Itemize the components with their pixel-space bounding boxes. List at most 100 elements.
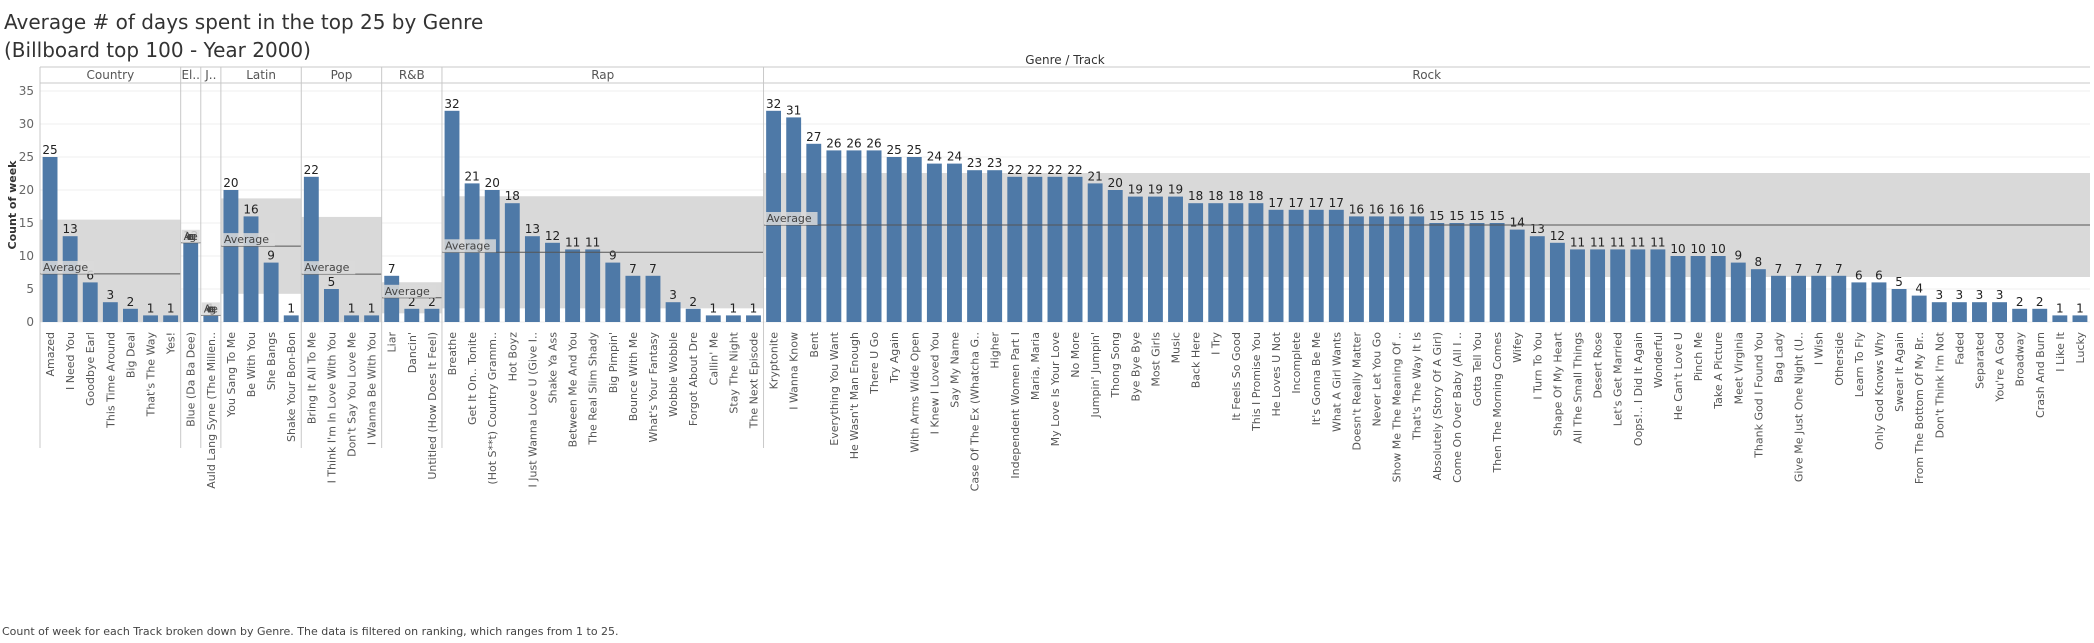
category-label: Callin' Me (707, 332, 720, 386)
category-label: Absolutely (Story Of A Girl) (1431, 332, 1444, 480)
value-label: 15 (1449, 209, 1464, 223)
category-label: Try Again (888, 332, 901, 384)
bar (1429, 223, 1445, 322)
value-label: 19 (1148, 183, 1163, 197)
bar (926, 163, 942, 322)
average-label-bg (382, 284, 436, 298)
value-label: 5 (1895, 275, 1903, 289)
bar (866, 150, 882, 322)
bar (1469, 223, 1485, 322)
bar (1992, 302, 2007, 322)
value-label: 11 (585, 235, 600, 249)
category-label: I Turn To You (1531, 332, 1544, 400)
bar (484, 190, 500, 322)
average-label: Average (224, 233, 269, 246)
average-label-bg (201, 302, 220, 316)
value-label: 6 (1855, 268, 1863, 282)
value-label: 18 (1248, 189, 1263, 203)
category-label: Let's Get Married (1612, 332, 1625, 426)
bar (967, 170, 982, 322)
category-label: No More (1069, 332, 1082, 378)
bar (645, 275, 661, 322)
bar (705, 315, 721, 322)
value-label: 6 (86, 268, 94, 282)
value-label: 1 (709, 301, 717, 315)
value-label: 1 (730, 301, 738, 315)
value-label: 20 (1108, 176, 1123, 190)
category-label: Higher (989, 332, 1002, 369)
bar (1610, 249, 1626, 322)
value-label: 15 (1429, 209, 1444, 223)
value-label: 9 (267, 249, 275, 263)
y-tick-label: 35 (19, 84, 34, 98)
category-label: He Wasn't Man Enough (848, 332, 861, 459)
bar (1449, 223, 1465, 322)
category-label: Give Me Just One Night (U.. (1793, 332, 1806, 482)
average-label: Average (304, 261, 349, 274)
bar (625, 275, 641, 322)
bar (123, 308, 138, 322)
value-label: 26 (826, 136, 841, 150)
category-label: Oops!.. I Did It Again (1632, 332, 1645, 446)
bar (545, 242, 560, 322)
chart-title-line2: (Billboard top 100 - Year 2000) (4, 38, 311, 62)
value-label: 7 (388, 262, 396, 276)
value-label: 20 (223, 176, 238, 190)
average-label-bg (302, 261, 356, 275)
category-label: Otherside (1833, 332, 1846, 386)
bar (444, 110, 460, 322)
category-label: Goodbye Earl (84, 332, 97, 406)
category-label: Hot Boyz (506, 332, 519, 382)
bar (1590, 249, 1606, 322)
value-label: 27 (806, 130, 821, 144)
category-label: Shake Your Bon-Bon (285, 332, 298, 442)
bar (685, 308, 701, 322)
category-label: Crash And Burn (2034, 332, 2047, 418)
value-label: 7 (1775, 262, 1783, 276)
bar (1972, 302, 1987, 322)
value-label: 2 (2036, 295, 2044, 309)
category-label: I Need You (64, 332, 77, 390)
bar (1268, 209, 1284, 322)
category-label: Come On Over Baby (All I .. (1451, 332, 1464, 483)
value-label: 22 (1007, 163, 1022, 177)
average-label: Average (767, 212, 812, 225)
bar (1148, 196, 1163, 322)
column-header: Genre / Track (1025, 53, 1104, 67)
bar (1630, 249, 1646, 322)
bar (163, 315, 179, 322)
value-label: 20 (485, 176, 500, 190)
value-label: 22 (1047, 163, 1062, 177)
value-label: 16 (1389, 202, 1404, 216)
value-label: 5 (328, 275, 336, 289)
category-label: I Think I'm In Love With You (325, 332, 338, 483)
category-label: You Sang To Me (225, 332, 238, 418)
category-label: Shake Ya Ass (547, 332, 560, 404)
category-label: The Next Episode (747, 332, 760, 430)
category-label: There U Go (868, 332, 881, 395)
bar (1228, 203, 1244, 322)
value-label: 17 (1329, 196, 1344, 210)
value-label: 21 (464, 169, 479, 183)
value-label: 26 (866, 136, 881, 150)
bar (585, 249, 601, 322)
category-label: Maria, Maria (1029, 332, 1042, 400)
category-label: Case Of The Ex (Whatcha G.. (969, 332, 982, 491)
category-label: Take A Picture (1712, 332, 1725, 410)
value-label: 1 (287, 301, 295, 315)
category-label: From The Bottom Of My Br.. (1913, 332, 1926, 484)
average-label-bg (181, 229, 200, 243)
bar (1308, 209, 1324, 322)
value-label: 24 (947, 150, 962, 164)
category-label: This I Promise You (1250, 332, 1263, 432)
average-label-bg (41, 260, 94, 274)
value-label: 11 (1570, 235, 1585, 249)
bar (906, 157, 922, 322)
bar (987, 170, 1003, 322)
category-label: Show Me The Meaning Of .. (1391, 332, 1404, 482)
value-label: 18 (1228, 189, 1243, 203)
bar (1168, 196, 1183, 322)
value-label: 19 (1168, 183, 1183, 197)
bar (2032, 308, 2048, 322)
bar (1248, 203, 1264, 322)
